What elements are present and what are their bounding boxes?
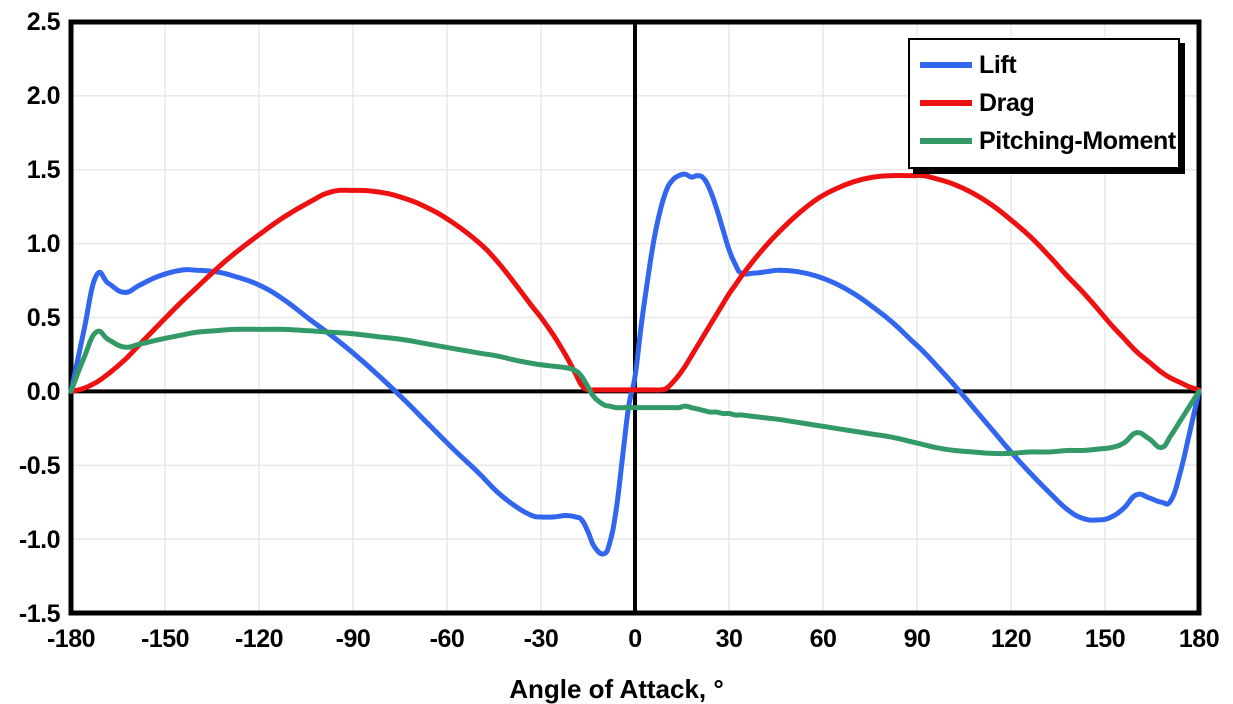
legend-swatch-lift: [920, 62, 972, 68]
x-tick-label: 120: [990, 625, 1032, 653]
legend-label-lift: Lift: [979, 50, 1017, 79]
y-tick-label: 1.5: [26, 156, 61, 184]
x-tick-label: -30: [523, 625, 559, 653]
y-tick-label: -1.5: [18, 600, 61, 628]
legend-swatch-pitching-moment: [920, 138, 972, 144]
legend-item-pitching-moment[interactable]: Pitching-Moment: [910, 122, 1178, 160]
x-tick-label: 90: [903, 625, 931, 653]
y-tick-label: 2.0: [26, 82, 61, 110]
y-tick-label: 0.0: [26, 378, 61, 406]
x-tick-label: -90: [335, 625, 371, 653]
series-paths: [68, 171, 1202, 557]
x-tick-label: -180: [46, 625, 96, 653]
y-tick-label: 0.5: [26, 304, 61, 332]
y-tick-label: -1.0: [18, 526, 61, 554]
x-tick-label: 60: [809, 625, 837, 653]
legend-item-lift[interactable]: Lift: [910, 46, 1178, 84]
legend-label-pitching-moment: Pitching-Moment: [979, 126, 1176, 155]
x-tick-label: 180: [1178, 625, 1220, 653]
x-tick-label: 150: [1084, 625, 1126, 653]
legend: Lift Drag Pitching-Moment: [908, 38, 1180, 169]
y-tick-label: 2.5: [26, 8, 61, 36]
x-axis-title: Angle of Attack, °: [509, 674, 724, 704]
x-tick-label: -150: [140, 625, 190, 653]
legend-label-drag: Drag: [979, 88, 1035, 117]
y-tick-label: -0.5: [18, 452, 61, 480]
x-tick-label: 30: [715, 625, 743, 653]
legend-swatch-drag: [920, 100, 972, 106]
legend-item-drag[interactable]: Drag: [910, 84, 1178, 122]
x-tick-label: -120: [234, 625, 284, 653]
y-tick-label: 1.0: [26, 230, 61, 258]
plot-frame: [68, 19, 1202, 616]
x-tick-label: -60: [429, 625, 465, 653]
x-tick-label: 0: [628, 625, 642, 653]
